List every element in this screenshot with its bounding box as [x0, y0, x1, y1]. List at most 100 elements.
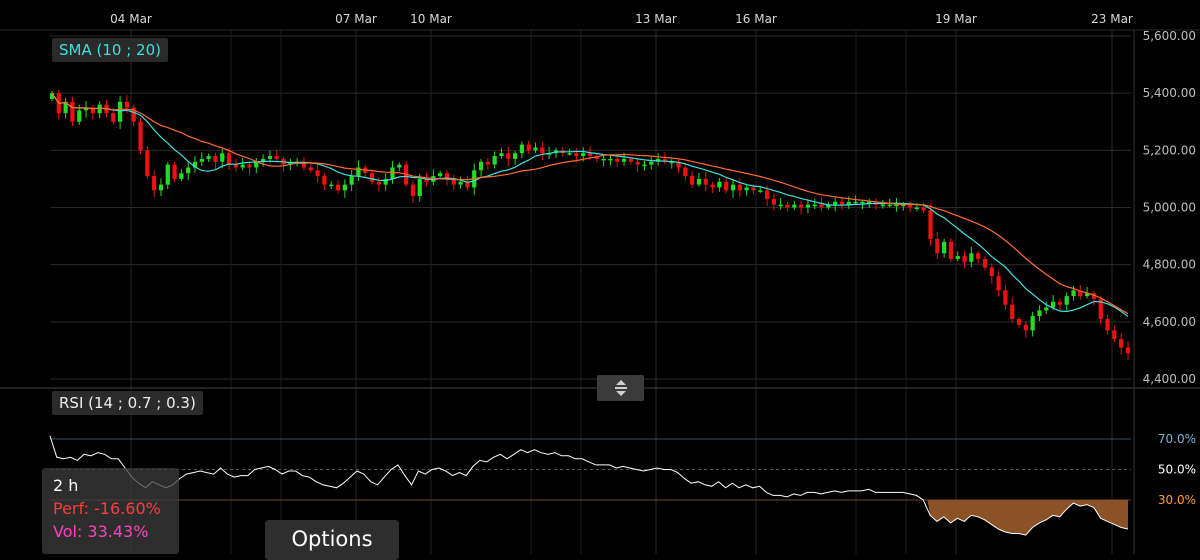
candle-down [274, 156, 279, 159]
candle-down [322, 176, 327, 185]
candle-up [199, 158, 204, 162]
candle-down [308, 167, 313, 171]
candlestick-series [49, 90, 1131, 360]
candle-up [77, 110, 82, 122]
candle-up [696, 178, 702, 185]
candle-down [615, 158, 620, 162]
y-tick-label: 4,400.00 [1143, 372, 1196, 386]
candle-up [601, 158, 606, 161]
candle-down [301, 161, 307, 168]
volatility-label: Vol: 33.43% [53, 522, 149, 541]
candle-down [247, 164, 252, 168]
x-tick-label: 19 Mar [935, 12, 977, 26]
sma-lines [51, 92, 1129, 317]
candle-up [1050, 301, 1056, 308]
x-tick-label: 10 Mar [410, 12, 452, 26]
candle-down [996, 276, 1001, 291]
candle-up [744, 187, 749, 191]
candle-up [567, 153, 572, 155]
candle-up [519, 144, 525, 154]
candle-down [948, 241, 954, 259]
candle-down [485, 161, 490, 165]
candle-down [451, 178, 456, 185]
candle-up [901, 204, 906, 207]
candle-up [860, 201, 865, 204]
axis-labels: 5,600.00 5,400.00 5,200.00 5,000.00 4,800.00… [110, 12, 1196, 507]
candle-down [574, 153, 579, 157]
candle-down [935, 238, 940, 254]
candle-up [397, 164, 402, 168]
x-tick-label: 13 Mar [635, 12, 677, 26]
candle-up [63, 101, 68, 114]
candle-up [390, 167, 395, 179]
candle-up [206, 156, 211, 159]
candle-down [928, 210, 933, 239]
candle-down [628, 158, 633, 162]
candle-down [683, 167, 688, 177]
candle-up [1071, 290, 1076, 297]
candle-down [764, 190, 770, 199]
candle-down [233, 164, 238, 168]
x-tick-label: 04 Mar [110, 12, 152, 26]
candle-down [839, 201, 845, 205]
candle-up [880, 204, 885, 207]
candle-up [158, 184, 164, 191]
candle-up [730, 184, 736, 191]
candle-up [833, 201, 838, 205]
sma-legend[interactable]: SMA (10 ; 20) [52, 38, 168, 62]
candle-down [710, 184, 715, 188]
candle-down [676, 161, 681, 168]
candle-down [690, 176, 695, 185]
candle-up [254, 161, 259, 168]
rsi-line [49, 435, 1129, 536]
candle-up [792, 204, 797, 208]
rsi-legend[interactable]: RSI (14 ; 0.7 ; 0.3) [52, 391, 203, 415]
candle-down [1105, 318, 1110, 331]
candle-down [1112, 330, 1117, 339]
info-panel: 2 h Perf: -16.60% Vol: 33.43% [42, 468, 179, 554]
candle-down [785, 204, 790, 208]
candle-up [914, 207, 919, 209]
candle-up [165, 164, 170, 185]
candle-down [90, 107, 95, 114]
candle-down [1091, 293, 1097, 299]
candle-up [1030, 316, 1035, 331]
candle-up [758, 190, 763, 192]
candle-down [751, 187, 756, 191]
candle-down [907, 204, 913, 208]
candle-up [853, 201, 858, 204]
candle-down [703, 178, 708, 185]
candle-down [526, 144, 531, 151]
candle-down [1010, 304, 1015, 319]
candle-up [669, 161, 674, 164]
chart-grid [0, 29, 1200, 554]
candle-up [49, 93, 55, 99]
candle-up [642, 164, 647, 167]
candle-up [608, 158, 613, 161]
candle-up [97, 104, 102, 114]
candle-down [315, 170, 320, 177]
candle-down [444, 173, 450, 179]
candle-down [424, 178, 429, 182]
candle-down [724, 181, 729, 191]
candle-up [621, 158, 627, 162]
options-button[interactable]: Options [265, 520, 399, 560]
candle-up [812, 204, 817, 207]
candle-up [329, 184, 334, 187]
candle-down [1057, 301, 1063, 305]
candle-up [1037, 310, 1042, 317]
candle-up [894, 204, 899, 207]
rsi-oversold-area [927, 500, 1128, 536]
candle-up [192, 161, 198, 168]
y-tick-label: 4,800.00 [1143, 258, 1196, 272]
candle-down [506, 153, 511, 159]
candle-down [635, 161, 640, 165]
candle-down [962, 256, 967, 262]
candle-down [799, 204, 804, 208]
candle-up [867, 201, 872, 204]
y-tick-label: 5,000.00 [1143, 201, 1196, 215]
y-tick-label: 5,200.00 [1143, 143, 1196, 157]
pane-resize-handle[interactable] [597, 375, 644, 401]
candle-up [220, 153, 225, 162]
